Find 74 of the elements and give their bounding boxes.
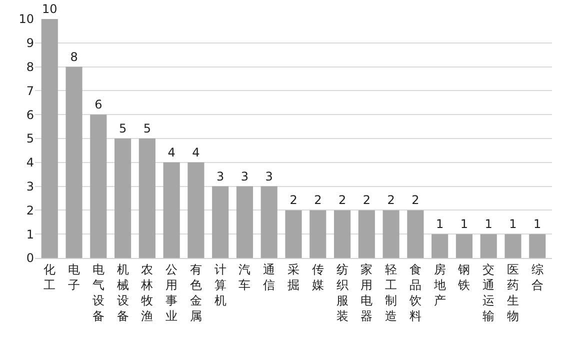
x-tick-label: 采掘 bbox=[288, 262, 300, 292]
y-tick-label: 10 bbox=[18, 12, 34, 26]
bar bbox=[480, 234, 497, 258]
bar bbox=[529, 234, 546, 258]
data-label: 2 bbox=[387, 193, 395, 208]
data-label: 10 bbox=[42, 2, 58, 16]
y-tick-label: 8 bbox=[26, 60, 34, 74]
x-tick-label: 轻工制造 bbox=[385, 262, 398, 324]
data-label: 1 bbox=[534, 217, 542, 232]
bar bbox=[138, 138, 156, 258]
data-label: 6 bbox=[94, 98, 102, 112]
data-label: 3 bbox=[265, 169, 273, 184]
y-tick-label: 9 bbox=[26, 36, 34, 50]
bar bbox=[456, 234, 472, 258]
bar bbox=[41, 19, 58, 258]
bar bbox=[310, 210, 326, 258]
y-tick-label: 1 bbox=[26, 227, 34, 242]
bar bbox=[212, 186, 229, 258]
x-tick-label: 机械设备 bbox=[116, 262, 129, 324]
bar bbox=[285, 210, 302, 258]
data-label: 1 bbox=[436, 217, 444, 232]
x-tick-label: 电气设备 bbox=[92, 262, 104, 324]
y-tick-label: 5 bbox=[26, 132, 34, 146]
x-tick-label: 传媒 bbox=[312, 262, 324, 292]
x-tick-label: 公用事业 bbox=[166, 262, 178, 324]
y-tick-label: 6 bbox=[26, 108, 34, 122]
bar bbox=[66, 66, 82, 258]
x-tick-label: 交通运输 bbox=[482, 262, 495, 324]
x-tick-label: 通信 bbox=[263, 262, 276, 292]
bar bbox=[504, 234, 522, 258]
x-tick-label: 化工 bbox=[44, 262, 56, 292]
data-label: 2 bbox=[412, 193, 420, 208]
bar bbox=[334, 210, 351, 258]
x-tick-label: 家用电器 bbox=[360, 262, 373, 324]
x-tick-label: 医药生物 bbox=[506, 262, 519, 324]
x-tick-label: 农林牧渔 bbox=[140, 262, 154, 324]
x-tick-label: 食品饮料 bbox=[408, 262, 422, 324]
x-tick-label: 综合 bbox=[531, 262, 544, 292]
bar bbox=[432, 234, 448, 258]
bar bbox=[188, 162, 204, 258]
data-label: 2 bbox=[290, 193, 298, 208]
data-label: 2 bbox=[338, 193, 346, 208]
bar bbox=[236, 186, 254, 258]
data-label: 1 bbox=[484, 217, 492, 232]
bar bbox=[163, 162, 180, 258]
x-tick-label: 汽车 bbox=[238, 262, 251, 292]
data-label: 3 bbox=[240, 169, 249, 184]
y-tick-label: 3 bbox=[26, 180, 34, 194]
data-label: 5 bbox=[118, 122, 127, 136]
data-label: 5 bbox=[143, 122, 151, 136]
bar bbox=[382, 210, 400, 258]
x-tick-label: 纺织服装 bbox=[336, 262, 348, 324]
data-label: 1 bbox=[460, 217, 468, 232]
x-tick-label: 有色金属 bbox=[190, 262, 202, 324]
data-label: 3 bbox=[216, 169, 224, 184]
x-tick-label: 电子 bbox=[68, 262, 80, 292]
x-tick-label: 钢铁 bbox=[457, 262, 470, 292]
bar bbox=[114, 138, 132, 258]
y-tick-label: 4 bbox=[26, 156, 34, 170]
x-tick-label: 房地产 bbox=[432, 262, 446, 308]
bar bbox=[407, 210, 424, 258]
data-label: 2 bbox=[314, 193, 322, 208]
y-tick-label: 2 bbox=[26, 203, 34, 218]
y-tick-label: 7 bbox=[26, 84, 34, 98]
data-label: 2 bbox=[362, 193, 370, 208]
bar bbox=[358, 210, 375, 258]
data-label: 4 bbox=[192, 145, 200, 160]
bar bbox=[260, 186, 278, 258]
bar bbox=[90, 114, 107, 258]
x-tick-label: 计算机 bbox=[214, 262, 226, 308]
data-label: 4 bbox=[168, 145, 176, 160]
y-tick-label: 0 bbox=[26, 251, 34, 266]
data-label: 1 bbox=[509, 217, 517, 232]
data-label: 8 bbox=[70, 50, 78, 64]
